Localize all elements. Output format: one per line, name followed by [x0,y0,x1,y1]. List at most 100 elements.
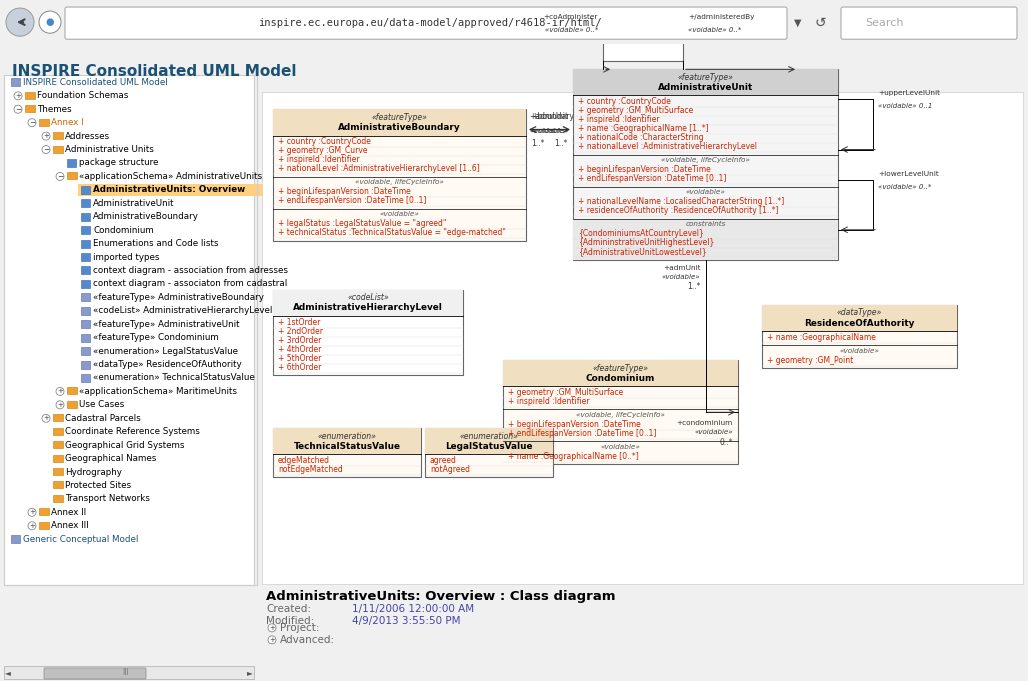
Text: + endLifespanVersion :DateTime [0..1]: + endLifespanVersion :DateTime [0..1] [278,196,427,205]
Text: «featureType» AdministrativeUnit: «featureType» AdministrativeUnit [93,319,240,329]
Bar [67,159,76,167]
Text: «featureType» Condominium: «featureType» Condominium [93,333,219,342]
Text: +admUnit: +admUnit [663,265,700,271]
Text: + 1stOrder: + 1stOrder [278,317,321,326]
Text: «voidable» 0..*: «voidable» 0..* [688,27,741,33]
Text: «voidable» 0..*: «voidable» 0..* [878,184,931,189]
Text: Protected Sites: Protected Sites [65,481,132,490]
Bar [81,200,90,207]
Circle shape [42,132,50,140]
Text: +admUnit: +admUnit [528,112,568,121]
Text: III: III [122,668,130,677]
Text: «codeList» AdministrativeHierarchyLevel: «codeList» AdministrativeHierarchyLevel [93,306,272,315]
Bar [81,306,90,315]
Bar [81,226,90,234]
Circle shape [28,522,36,530]
Text: «voidable» 0..*: «voidable» 0..* [545,27,598,33]
Text: AdministrativeUnits: Overview: AdministrativeUnits: Overview [93,185,246,194]
Text: «featureType»: «featureType» [592,364,649,373]
Bar [573,69,838,95]
Text: Use Cases: Use Cases [79,400,124,409]
Text: INSPIRE Consolidated UML Model: INSPIRE Consolidated UML Model [23,78,168,87]
Bar [81,360,90,368]
Text: 4/9/2013 3:55:50 PM: 4/9/2013 3:55:50 PM [352,616,461,626]
Text: + name :GeographicalName [1..*]: + name :GeographicalName [1..*] [578,124,708,133]
Text: +upperLevelUnit: +upperLevelUnit [878,91,940,97]
Text: «voidable» 0..1: «voidable» 0..1 [878,104,932,110]
Text: 1/11/2006 12:00:00 AM: 1/11/2006 12:00:00 AM [352,604,474,614]
Text: + geometry :GM_Point: + geometry :GM_Point [767,355,853,364]
Text: + nationalLevel :AdministrativeHierarchyLevel [1..6]: + nationalLevel :AdministrativeHierarchy… [278,164,480,173]
Text: +/administeredBy: +/administeredBy [688,14,755,20]
Text: AdministrativeUnit: AdministrativeUnit [93,199,175,208]
Text: «dataType»: «dataType» [837,308,882,317]
Circle shape [6,8,34,36]
Text: «codeList»: «codeList» [347,294,389,302]
Bar [273,110,526,136]
Text: + geometry :GM_MultiSurface: + geometry :GM_MultiSurface [508,387,623,397]
Text: AdministrativeUnits: Overview : Class diagram: AdministrativeUnits: Overview : Class di… [266,590,616,603]
Text: + name :GeographicalName: + name :GeographicalName [767,332,876,342]
Bar [39,118,49,126]
Text: AdministrativeHierarchyLevel: AdministrativeHierarchyLevel [293,304,443,313]
Bar [273,290,463,316]
Bar [81,320,90,328]
Text: ResidenceOfAuthority: ResidenceOfAuthority [804,319,915,328]
Bar [11,78,20,86]
Text: ►: ► [247,668,253,677]
Text: Enumerations and Code lists: Enumerations and Code lists [93,239,219,248]
Text: notAgreed: notAgreed [430,465,470,474]
Text: edgeMatched: edgeMatched [278,456,330,465]
Circle shape [39,11,61,33]
Circle shape [56,387,64,396]
FancyBboxPatch shape [65,7,787,39]
Bar [762,305,957,368]
Bar [53,414,63,422]
Text: «applicationSchema» AdministrativeUnits: «applicationSchema» AdministrativeUnits [79,172,262,181]
Text: −: − [29,118,35,127]
Text: «featureType»: «featureType» [677,73,733,82]
Text: Addresses: Addresses [65,131,110,140]
Text: + technicalStatus :TechnicalStatusValue = "edge-matched": + technicalStatus :TechnicalStatusValue … [278,228,506,237]
Text: +: + [43,133,49,139]
Text: «enumeration» LegalStatusValue: «enumeration» LegalStatusValue [93,347,238,355]
Bar [4,76,254,585]
Text: Coordinate Reference Systems: Coordinate Reference Systems [65,427,199,437]
Text: «enumeration» TechnicalStatusValue: «enumeration» TechnicalStatusValue [93,373,255,383]
Text: + endLifespanVersion :DateTime [0..1]: + endLifespanVersion :DateTime [0..1] [578,174,727,183]
Text: Modified:: Modified: [266,616,315,626]
Text: ◄: ◄ [5,668,11,677]
Text: Annex III: Annex III [51,521,88,530]
Text: context diagram - association from adresses: context diagram - association from adres… [93,266,288,275]
Bar [273,428,421,454]
Text: +: + [58,388,63,394]
Text: Annex II: Annex II [51,508,86,517]
Text: AdministrativeBoundary: AdministrativeBoundary [93,212,198,221]
Text: Advanced:: Advanced: [280,635,335,645]
Text: + nationalCode :CharacterString: + nationalCode :CharacterString [578,133,703,142]
Bar [503,360,738,464]
Text: +: + [29,509,35,516]
Text: «voidable»: «voidable» [694,429,733,435]
Text: «voidable»: «voidable» [529,129,568,134]
Text: + name :GeographicalName [0..*]: + name :GeographicalName [0..*] [508,452,638,461]
Text: ↺: ↺ [814,16,825,30]
Text: «dataType» ResidenceOfAuthority: «dataType» ResidenceOfAuthority [93,360,242,369]
Bar [53,495,63,502]
Text: Annex I: Annex I [51,118,83,127]
Text: + beginLifespanVersion :DateTime: + beginLifespanVersion :DateTime [508,419,640,429]
Text: +boundary: +boundary [531,112,574,121]
Text: +: + [15,93,21,99]
Text: «enumeration»: «enumeration» [460,432,518,441]
Bar [25,92,35,99]
Text: Geographical Names: Geographical Names [65,454,156,463]
Text: +: + [269,637,274,643]
Bar [81,334,90,342]
Text: Administrative Units: Administrative Units [65,145,154,154]
Bar [573,219,838,260]
Bar [4,666,254,679]
Bar [273,110,526,241]
Text: «voidable, lifeCycleInfo»: «voidable, lifeCycleInfo» [355,179,444,185]
Circle shape [56,172,64,180]
Text: «voidable»: «voidable» [686,189,726,195]
